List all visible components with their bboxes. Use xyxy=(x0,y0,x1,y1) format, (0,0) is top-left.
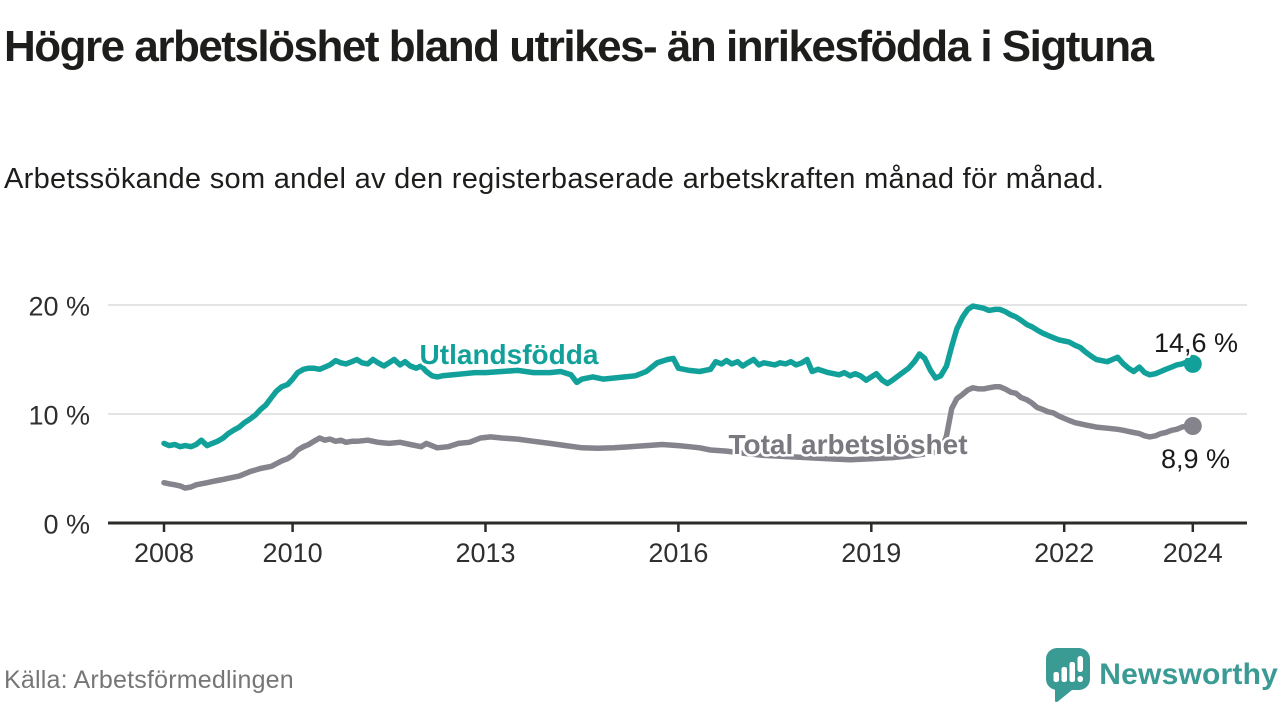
total-arbetsloshet-end-dot xyxy=(1183,417,1202,435)
x-tick-label-2024: 2024 xyxy=(1163,538,1223,568)
source-note: Källa: Arbetsförmedlingen xyxy=(4,666,294,694)
end-value-utlandsfodda: 14,6 % xyxy=(1154,328,1238,358)
y-tick-label-0: 0 % xyxy=(43,510,90,540)
x-tick-label-2013: 2013 xyxy=(455,538,515,568)
y-tick-label-10: 10 % xyxy=(28,401,90,431)
gridlines xyxy=(108,304,1247,415)
brand-logo: Newsworthy xyxy=(1044,646,1278,704)
page-title: Högre arbetslöshet bland utrikes- än inr… xyxy=(4,22,1154,71)
speech-bubble-bar-chart-icon xyxy=(1046,648,1091,703)
chart: 0 % 10 % 20 % 2008 2010 2013 2016 2019 2022 2024… xyxy=(28,292,1247,568)
x-axis xyxy=(108,521,1247,532)
x-tick-label-2010: 2010 xyxy=(263,538,323,568)
x-tick-label-2022: 2022 xyxy=(1034,538,1094,568)
utlandsfodda-end-dot xyxy=(1183,354,1202,373)
y-tick-label-20: 20 % xyxy=(28,292,90,322)
series-label-total-arbetsloshet: Total arbetslöshet xyxy=(728,429,967,460)
x-tick-label-2008: 2008 xyxy=(134,538,194,568)
page-subtitle: Arbetssökande som andel av den registerb… xyxy=(4,163,1105,195)
total-arbetsloshet-line xyxy=(161,384,1196,491)
end-value-total-arbetsloshet: 8,9 % xyxy=(1161,444,1230,474)
y-axis-labels: 0 % 10 % 20 % xyxy=(28,292,90,540)
x-axis-labels: 2008 2010 2013 2016 2019 2022 2024 xyxy=(134,538,1223,568)
x-tick-label-2016: 2016 xyxy=(648,538,708,568)
x-tick-label-2019: 2019 xyxy=(841,538,901,568)
brand-name: Newsworthy xyxy=(1099,658,1278,691)
series-label-utlandsfodda: Utlandsfödda xyxy=(420,339,599,370)
utlandsfodda-line xyxy=(161,303,1196,450)
